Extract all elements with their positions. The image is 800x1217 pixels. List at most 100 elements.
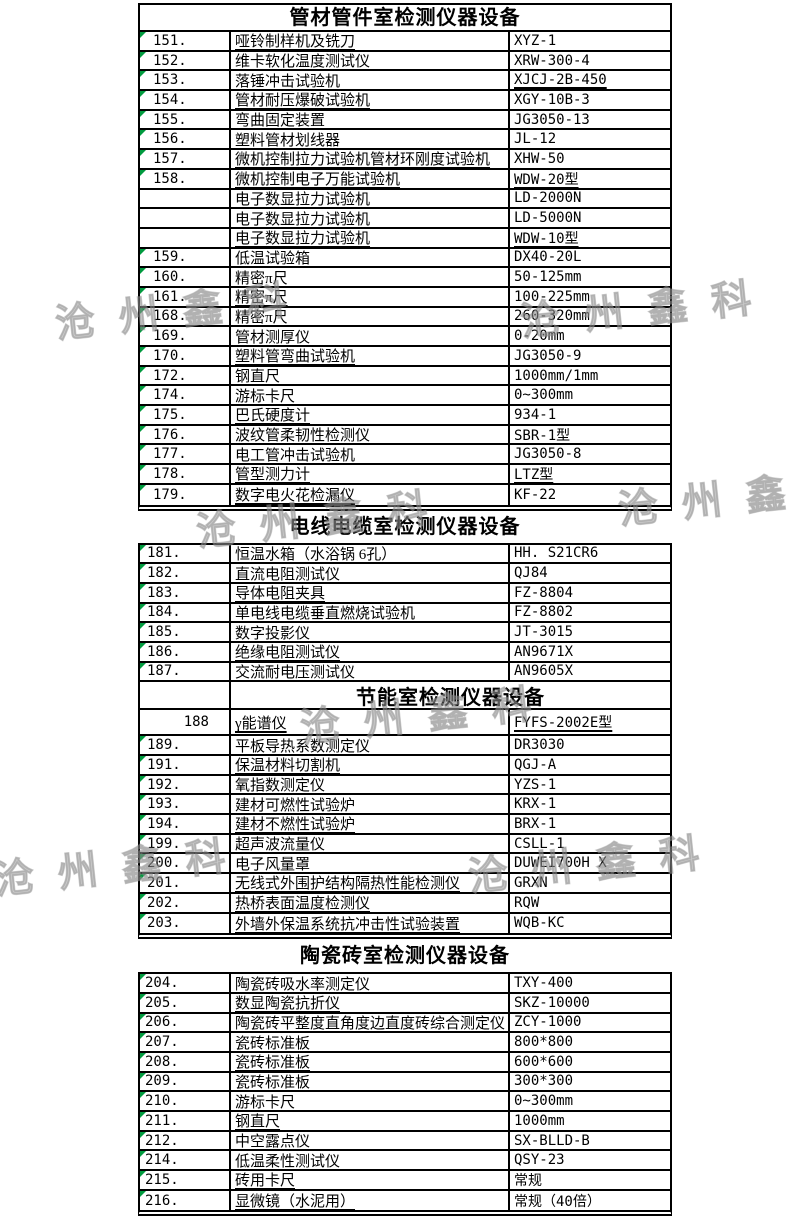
model-text: LD-2000N [514, 190, 582, 207]
equipment-name-cell: 精密π尺 [231, 268, 510, 286]
equipment-name-cell: 低温试验箱 [231, 248, 510, 267]
table-row: 210. 游标卡尺 0~300mm [140, 1092, 670, 1112]
model-text: 0-20mm [514, 328, 565, 345]
table-row: 157. 微机控制拉力试验机管材环刚度试验机 XHW-50 [140, 150, 670, 170]
row-number-cell: 216. [140, 1190, 231, 1211]
equipment-name-cell: 数显陶瓷抗折仪 [231, 993, 510, 1012]
row-number-text: 154. [153, 91, 187, 108]
table-row: 184. 单电线电缆垂直燃烧试验机 FZ-8802 [140, 603, 670, 624]
row-number-cell: 188 [140, 710, 231, 735]
row-number-text: 188 [183, 714, 209, 731]
equipment-name-text: 建材不燃性试验炉 [235, 817, 356, 833]
row-number-cell [140, 189, 231, 208]
model-cell: TXY-400 [510, 974, 670, 992]
row-number-cell: 155. [140, 110, 231, 129]
table-row: 156. 塑料管材划线器 JL-12 [140, 130, 670, 151]
model-cell: 600*600 [510, 1053, 670, 1071]
model-cell: DUWEI700H X [510, 854, 670, 872]
model-cell: RQW [510, 894, 670, 912]
table-row: 185. 数字投影仪 JT-3015 [140, 623, 670, 643]
equipment-name-cell: 落锤冲击试验机 [231, 71, 510, 90]
row-number-text: 208. [145, 1053, 179, 1070]
row-number-text: 170. [153, 347, 187, 364]
row-number-cell: 204. [140, 974, 231, 992]
equipment-name-cell: 数字投影仪 [231, 623, 510, 641]
equipment-name-text: 电子风量罩 [235, 856, 311, 873]
row-number-cell: 194. [140, 815, 231, 833]
model-cell: 0-20mm [510, 327, 670, 345]
green-triangle-icon [140, 268, 146, 275]
model-cell: AN9671X [510, 643, 670, 661]
equipment-name-cell: 塑料管弯曲试验机 [231, 347, 510, 365]
model-text: 600*600 [514, 1053, 574, 1070]
row-number-cell: 170. [140, 347, 231, 365]
model-cell: XRW-300-4 [510, 52, 670, 70]
row-number-text: 156. [153, 131, 187, 148]
model-text: 1000mm/1mm [514, 367, 599, 384]
equipment-name-cell: 单电线电缆垂直燃烧试验机 [231, 603, 510, 622]
row-number-text: 215. [145, 1171, 179, 1188]
row-number-cell: 185. [140, 623, 231, 641]
table-row: 215. 砖用卡尺 常规 [140, 1171, 670, 1191]
row-number-cell: 177. [140, 445, 231, 464]
green-triangle-icon [140, 1052, 146, 1059]
equipment-name-text: 维卡软化温度测试仪 [235, 54, 371, 70]
row-number-text: 178. [153, 465, 187, 482]
row-number-text: 169. [153, 328, 187, 345]
model-text: FYFS-2002E型 [514, 715, 613, 732]
green-triangle-icon [140, 327, 146, 334]
green-triangle-icon [140, 564, 146, 571]
green-triangle-icon [140, 51, 146, 58]
model-text: ZCY-1000 [514, 1014, 582, 1031]
equipment-name-cell: 精密π尺 [231, 307, 510, 326]
row-number-cell: 169. [140, 327, 231, 345]
row-number-text: 212. [145, 1132, 179, 1149]
row-number-cell: 209. [140, 1072, 231, 1091]
model-text: LD-5000N [514, 210, 582, 227]
equipment-name-cell: 电工管冲击试验机 [231, 445, 510, 464]
equipment-name-text: 哑铃制样机及铣刀 [235, 34, 356, 50]
equipment-name-text: 热桥表面温度检测仪 [235, 896, 371, 912]
equipment-name-text: 绝缘电阻测试仪 [235, 645, 341, 661]
model-text: XYZ-1 [514, 32, 557, 49]
model-cell: BRX-1 [140, 815, 670, 833]
equipment-name-text: 管型测力计 [235, 467, 311, 483]
equipment-name-cell: 微机控制拉力试验机管材环刚度试验机 [231, 150, 510, 168]
row-number-text: 200. [147, 855, 181, 872]
equipment-name-cell: 巴氏硬度计 [231, 406, 510, 424]
model-text: WQB-KC [514, 915, 565, 932]
equipment-table-wire-room: 181. 恒温水箱（水浴锅 6孔） HH. S21CR6 182. 直流电阻测试仪 QJ8… [138, 542, 672, 940]
table-row: 152. 维卡软化温度测试仪 XRW-300-4 [140, 51, 670, 72]
equipment-name-cell: 低温柔性测试仪 [231, 1151, 510, 1170]
model-text: JT-3015 [514, 624, 574, 641]
green-triangle-icon [140, 893, 146, 900]
equipment-name-cell: 直流电阻测试仪 [231, 564, 510, 582]
row-number-text: 192. [147, 776, 181, 793]
row-number-cell: 158. [140, 169, 231, 188]
row-number-cell: 154. [140, 91, 231, 109]
model-text: WDW-10型 [514, 230, 579, 247]
table-row: 155. 弯曲固定装置 JG3050-13 [140, 110, 670, 131]
table-row: 188 γ能谱仪 FYFS-2002E型 [140, 710, 670, 737]
equipment-name-cell: γ能谱仪 [231, 710, 510, 735]
model-cell: QJ84 [510, 564, 670, 582]
equipment-name-cell: 电子风量罩 [231, 854, 510, 873]
table-row: 192. 氧指数测定仪 YZS-1 [140, 775, 670, 796]
row-number-cell: 193. [140, 795, 231, 814]
model-text: 常规（40倍） [514, 1193, 601, 1210]
equipment-table-ceramic-room: 204. 陶瓷砖吸水率测定仪 TXY-400 205. 数显陶瓷抗折仪 SKZ-10000… [138, 972, 672, 1217]
table-row: 204. 陶瓷砖吸水率测定仪 TXY-400 [140, 974, 670, 994]
green-triangle-icon [140, 1190, 146, 1197]
table-row: 电子数显拉力试验机 LD-2000N [140, 189, 670, 210]
row-number-text: 174. [153, 387, 187, 404]
equipment-name-cell: 平板导热系数测定仪 [231, 736, 510, 754]
green-triangle-icon [140, 662, 146, 669]
model-text: QSY-23 [514, 1152, 565, 1169]
row-number-text: 181. [147, 545, 181, 562]
equipment-name-text: 陶瓷砖平整度直角度边直度砖综合测定仪 [235, 1015, 506, 1032]
green-triangle-icon [140, 484, 146, 491]
model-text: LTZ型 [514, 466, 554, 483]
green-triangle-icon [140, 445, 146, 452]
table-row: 212. 中空露点仪 SX-BLLD-B [140, 1131, 670, 1152]
